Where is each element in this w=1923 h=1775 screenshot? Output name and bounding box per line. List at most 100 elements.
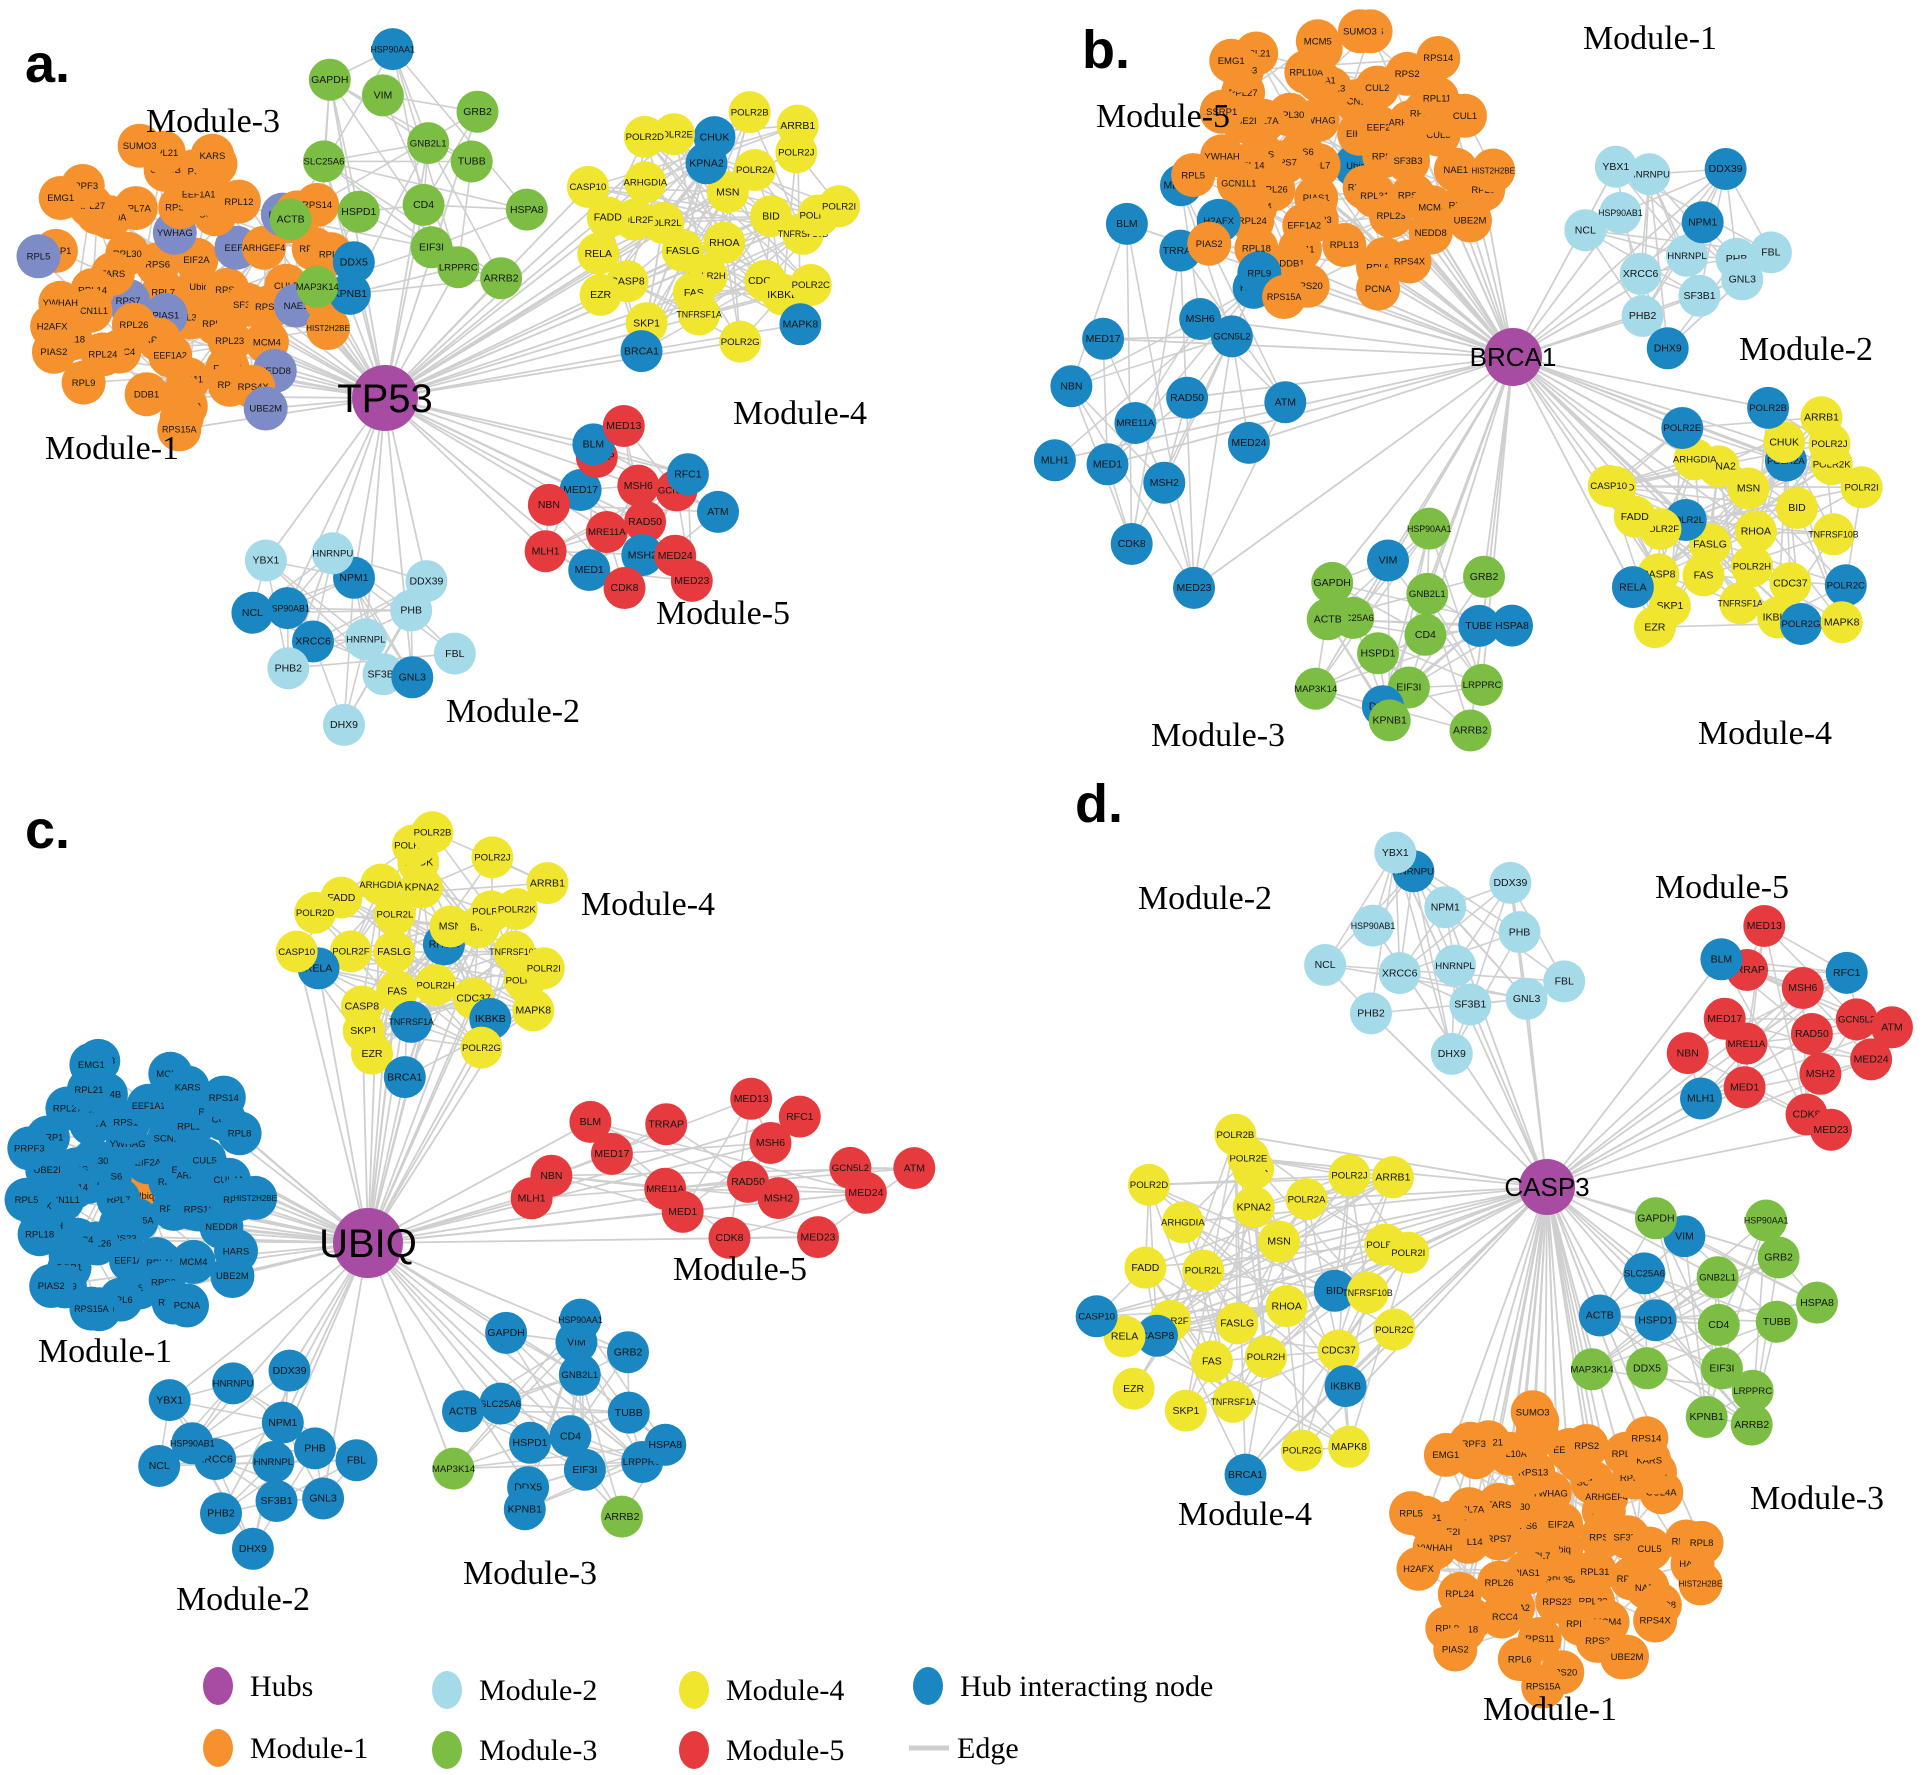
network-node[interactable]: CDC37	[1769, 562, 1812, 605]
network-node[interactable]: POLR2G	[719, 320, 762, 363]
network-node[interactable]: HSP90AB1	[170, 1422, 215, 1465]
network-node[interactable]: ATM	[1871, 1006, 1913, 1049]
network-node[interactable]: NCL	[1304, 944, 1347, 986]
network-node[interactable]: HSP90AA1	[370, 28, 415, 71]
network-node[interactable]: BRCA1	[1224, 1453, 1267, 1496]
network-node[interactable]: RPL12	[216, 179, 261, 224]
network-node[interactable]: BRCA1	[620, 330, 663, 373]
network-node[interactable]: VIM	[1367, 539, 1409, 582]
network-node[interactable]: MED23	[1173, 566, 1215, 609]
network-node[interactable]: MED23	[670, 559, 713, 602]
network-node[interactable]: MAP3K14	[1570, 1348, 1614, 1391]
network-node[interactable]: MED1	[1086, 443, 1129, 486]
network-node[interactable]: FBL	[1749, 231, 1792, 274]
network-node[interactable]: EMG1	[1423, 1432, 1468, 1477]
network-node[interactable]: CHUK	[693, 116, 736, 159]
network-node[interactable]: CDK8	[708, 1216, 751, 1259]
network-node[interactable]: GRB2	[1757, 1236, 1800, 1279]
network-node[interactable]: DDX39	[1704, 148, 1747, 190]
network-node[interactable]: FASLG	[373, 931, 416, 973]
network-node[interactable]: YBX1	[148, 1379, 191, 1422]
network-node[interactable]: MSN	[1727, 467, 1770, 510]
network-node[interactable]: ERCC4	[1479, 1594, 1524, 1639]
network-node[interactable]: RFC1	[778, 1095, 821, 1138]
network-node[interactable]: CASP10	[1587, 464, 1630, 507]
network-node[interactable]: EMG1	[1209, 38, 1254, 83]
network-node[interactable]: HSP90AA1	[1407, 507, 1452, 550]
network-node[interactable]: MAP3K14	[296, 265, 340, 308]
network-node[interactable]: RELA	[577, 232, 620, 275]
network-node[interactable]: MED1	[661, 1190, 704, 1233]
network-node[interactable]: POLR2E	[1661, 407, 1704, 449]
network-node[interactable]: POLR2J	[1328, 1154, 1371, 1197]
network-node[interactable]: MSH2	[757, 1177, 800, 1220]
network-node[interactable]: PHB2	[267, 647, 310, 690]
network-node[interactable]: POLR2D	[623, 115, 666, 158]
network-node[interactable]: YBX1	[1594, 145, 1637, 188]
network-node[interactable]: ARRB2	[1449, 709, 1492, 752]
network-node[interactable]: TNFRSF1A	[1717, 582, 1763, 625]
network-node[interactable]: SKP1	[1164, 1389, 1207, 1432]
network-node[interactable]: CASP10	[566, 165, 609, 208]
network-node[interactable]: POLR2G	[1281, 1429, 1323, 1472]
network-node[interactable]: SLC25A6	[303, 140, 345, 183]
network-node[interactable]: POLR2C	[789, 264, 832, 306]
network-node[interactable]: ARRB1	[1371, 1156, 1414, 1199]
network-node[interactable]: TNFRSF1A	[388, 1000, 434, 1043]
network-node[interactable]: BLM	[572, 423, 615, 466]
network-node[interactable]: RHOA	[703, 221, 746, 264]
network-node[interactable]: CHUK	[1763, 421, 1806, 464]
network-node[interactable]: HSPA8	[505, 188, 548, 231]
network-node[interactable]: ARRB1	[776, 104, 819, 147]
network-node[interactable]: LRPPRC	[1461, 663, 1504, 706]
network-node[interactable]: UBE2M	[210, 1254, 255, 1298]
network-node[interactable]: UBE2M	[1448, 198, 1492, 243]
network-node[interactable]: BRCA1	[383, 1056, 426, 1099]
network-node[interactable]: SUMO3	[117, 123, 162, 168]
network-node[interactable]: CDC37	[1317, 1329, 1360, 1372]
network-node[interactable]: POLR2F	[329, 930, 372, 973]
network-node[interactable]: BLM	[1700, 938, 1743, 981]
network-node[interactable]: CD4	[1404, 613, 1447, 656]
network-node[interactable]: PIAS2	[31, 329, 76, 374]
network-node[interactable]: KPNB1	[328, 272, 371, 315]
network-node[interactable]: MAPK8	[779, 303, 822, 346]
network-node[interactable]: TUBB	[1458, 604, 1501, 647]
network-node[interactable]: ARHGDIA	[359, 863, 404, 906]
network-node[interactable]: MLH1	[524, 530, 567, 573]
network-node[interactable]: DHX9	[1646, 327, 1689, 370]
network-node[interactable]: HSP90AA1	[1744, 1199, 1789, 1242]
network-node[interactable]: POLR2A	[733, 149, 776, 191]
network-node[interactable]: DDX39	[268, 1349, 311, 1392]
network-node[interactable]: HSPD1	[1634, 1299, 1677, 1342]
network-node[interactable]: POLR2J	[471, 836, 514, 879]
network-node[interactable]: MED24	[844, 1171, 887, 1214]
network-node[interactable]: CDK8	[603, 567, 646, 609]
network-node[interactable]: POLR2H	[1245, 1335, 1287, 1378]
network-node[interactable]: FBL	[1543, 960, 1586, 1003]
network-node[interactable]: XRCC6	[1378, 952, 1421, 995]
network-node[interactable]: MSH6	[1781, 967, 1824, 1009]
network-node[interactable]: MED1	[1723, 1066, 1766, 1109]
network-node[interactable]: ATM	[697, 490, 739, 533]
network-node[interactable]: DDX5	[332, 241, 375, 284]
network-node[interactable]: CUL5	[1627, 1526, 1672, 1571]
network-node[interactable]: POLR2B	[1214, 1113, 1257, 1156]
network-node[interactable]: FAS	[1682, 554, 1725, 597]
network-node[interactable]: TNFRSF10B	[1808, 513, 1859, 556]
network-node[interactable]: NPM1	[1424, 886, 1467, 929]
network-node[interactable]: SF3B1	[255, 1480, 298, 1522]
network-node[interactable]: HSP90AB1	[265, 587, 310, 630]
network-node[interactable]: EZR	[351, 1032, 393, 1075]
network-node[interactable]: FADD	[1613, 495, 1656, 538]
network-node[interactable]: MAP3K14	[1294, 667, 1338, 710]
network-node[interactable]: POLR2B	[1747, 386, 1790, 429]
network-node[interactable]: RPS14	[201, 1075, 246, 1120]
network-node[interactable]: DHX9	[1430, 1032, 1473, 1075]
network-node[interactable]: PHB2	[1621, 295, 1664, 337]
network-node[interactable]: POLR2G	[460, 1026, 503, 1069]
network-node[interactable]: NCL	[231, 591, 274, 634]
network-node[interactable]: RPL5	[1171, 153, 1216, 198]
network-node[interactable]: MRE11A	[1114, 402, 1157, 444]
network-node[interactable]: MED24	[1850, 1038, 1893, 1081]
